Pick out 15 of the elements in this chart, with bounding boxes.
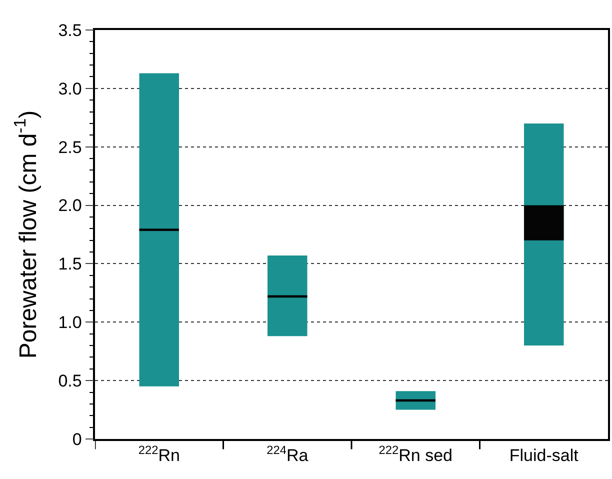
bar [268,256,308,336]
y-tick-label: 1.0 [58,313,82,332]
y-tick-label: 3.5 [58,20,82,40]
y-tick-label: 2.0 [58,196,82,216]
y-tick-label: 0.5 [58,372,82,391]
x-tick-label: $^{222}$Rn [138,443,180,466]
x-tick-label: $^{224}$Ra [266,443,309,466]
x-tick-label: Fluid-salt [509,446,579,466]
y-tick-label: 2.5 [58,138,82,157]
bar [139,73,179,386]
y-tick-label: 0 [72,430,82,449]
x-tick-label: $^{222}$Rn sed [378,443,452,466]
bar [524,205,564,240]
y-tick-label: 3.0 [58,79,82,98]
y-tick-label: 1.5 [58,254,82,274]
